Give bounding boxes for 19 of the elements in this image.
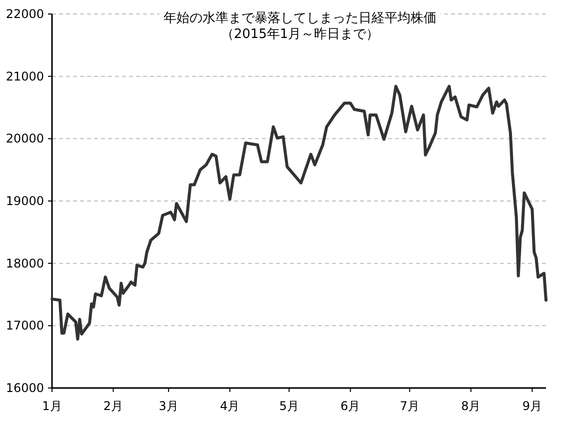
y-tick-label: 16000 bbox=[6, 381, 44, 395]
x-tick-label: 4月 bbox=[220, 399, 240, 413]
y-tick-label: 19000 bbox=[6, 194, 44, 208]
x-tick-label: 5月 bbox=[279, 399, 299, 413]
x-tick-label: 2月 bbox=[103, 399, 124, 413]
x-tick-label: 1月 bbox=[42, 399, 62, 413]
x-tick-label: 7月 bbox=[400, 399, 420, 413]
x-tick-label: 9月 bbox=[522, 399, 542, 413]
y-tick-label: 21000 bbox=[6, 69, 44, 84]
x-tick-label: 8月 bbox=[461, 399, 481, 413]
y-tick-label: 20000 bbox=[6, 132, 44, 146]
line-series bbox=[50, 84, 548, 341]
x-tick-label: 3月 bbox=[158, 399, 178, 413]
y-tick-label: 18000 bbox=[6, 256, 44, 270]
text: （2015年1月～昨日まで） bbox=[220, 27, 380, 42]
y-tick-label: 17000 bbox=[6, 318, 44, 333]
y-tick-label: 22000 bbox=[6, 7, 44, 21]
chart-title: 年始の水準まで暴落してしまった日経平均株価 bbox=[164, 11, 436, 26]
x-tick-label: 6月 bbox=[340, 399, 360, 413]
